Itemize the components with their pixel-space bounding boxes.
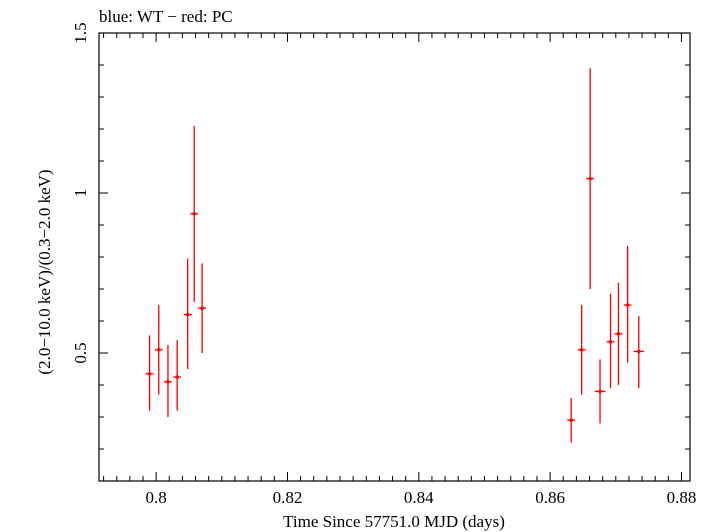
data-point	[164, 345, 172, 417]
point-marker	[569, 418, 573, 423]
data-point	[173, 340, 182, 411]
point-marker	[608, 340, 613, 344]
point-marker	[156, 348, 161, 352]
data-point	[198, 263, 207, 353]
data-point	[623, 245, 632, 363]
data-point	[633, 316, 645, 389]
data-point	[594, 359, 606, 424]
data-point	[586, 68, 595, 289]
y-tick-label: 0.5	[71, 342, 90, 363]
y-tick-label: 1	[71, 189, 90, 198]
data-point	[606, 293, 615, 389]
x-tick-label: 0.8	[146, 488, 167, 507]
point-marker	[636, 349, 641, 354]
point-marker	[625, 303, 630, 307]
x-tick-label: 0.84	[404, 488, 434, 507]
point-marker	[192, 212, 197, 216]
point-marker	[166, 380, 170, 384]
point-marker	[598, 389, 602, 394]
x-tick-label: 0.86	[535, 488, 565, 507]
x-tick-label: 0.88	[667, 488, 697, 507]
point-marker	[616, 332, 621, 336]
data-point	[567, 397, 576, 443]
point-marker	[175, 375, 179, 379]
chart-title: blue: WT − red: PC	[99, 7, 233, 26]
y-axis-label: (2.0−10.0 keV)/(0.3−2.0 keV)	[35, 169, 54, 374]
data-point	[190, 125, 199, 302]
plot-frame	[98, 32, 691, 482]
point-marker	[579, 348, 584, 352]
data-point	[577, 305, 586, 395]
data-point	[145, 335, 154, 411]
y-tick-label: 1.5	[71, 22, 90, 43]
point-marker	[185, 312, 190, 317]
data-point	[154, 305, 163, 395]
data-point	[183, 258, 192, 369]
point-marker	[588, 176, 592, 181]
data-point	[614, 282, 623, 385]
point-marker	[200, 306, 204, 311]
point-marker	[147, 372, 152, 376]
x-tick-label: 0.82	[273, 488, 303, 507]
x-axis-label: Time Since 57751.0 MJD (days)	[283, 512, 505, 531]
